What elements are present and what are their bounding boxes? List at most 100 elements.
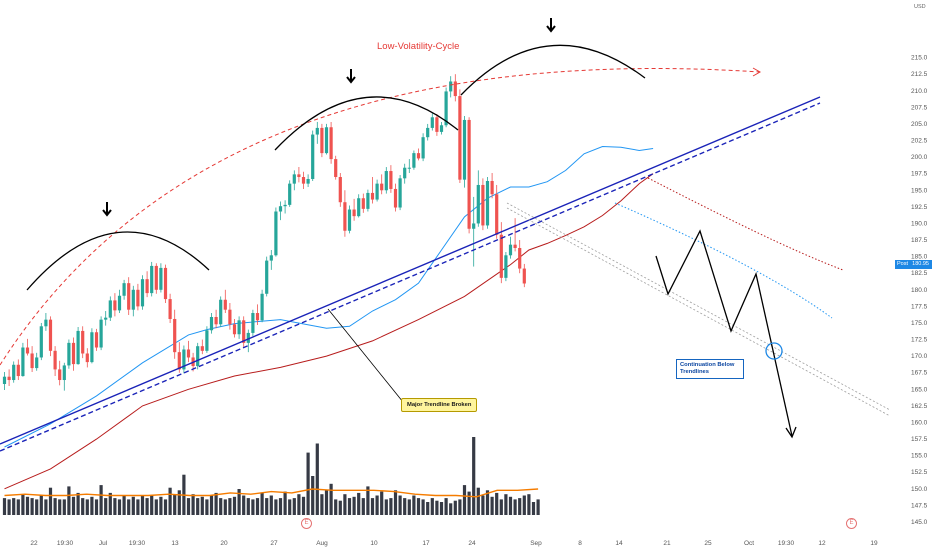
- x-tick-label: 13: [171, 540, 179, 547]
- projected-price-path: [655, 229, 793, 437]
- candle-body: [127, 283, 131, 310]
- volume-bar: [58, 499, 62, 515]
- volume-bar: [186, 498, 191, 515]
- candle-body: [39, 326, 43, 358]
- candle-body: [449, 81, 453, 92]
- candle-body: [518, 247, 522, 269]
- candle-body: [182, 349, 186, 370]
- volume-bar: [508, 496, 513, 515]
- candle-body: [495, 194, 499, 235]
- volume-bar: [513, 499, 517, 515]
- x-tick-label: 19: [870, 540, 878, 547]
- volume-bar: [338, 500, 342, 515]
- x-tick-label: 10: [370, 540, 378, 547]
- candle-body: [177, 352, 181, 370]
- volume-bar: [150, 495, 154, 515]
- candle-body: [99, 319, 103, 348]
- y-tick-label: 177.5: [911, 303, 928, 310]
- candle-body: [232, 324, 237, 335]
- candle-body: [168, 299, 172, 319]
- volume-bar: [2, 498, 7, 515]
- volume-bar: [297, 494, 301, 515]
- candle-body: [251, 313, 255, 333]
- candle-body: [462, 119, 467, 180]
- candle-body: [122, 283, 126, 296]
- fast-ma-projection: [614, 202, 833, 319]
- y-tick-label: 170.0: [911, 353, 928, 360]
- volume-bar: [99, 485, 103, 515]
- candle-body: [260, 293, 264, 321]
- candle-body: [35, 357, 39, 369]
- earnings-event-icon[interactable]: E: [846, 518, 857, 529]
- candle-body: [274, 211, 278, 256]
- volume-bar: [62, 499, 66, 515]
- candle-body: [416, 153, 421, 159]
- y-tick-label: 215.0: [911, 55, 928, 62]
- volume-bar: [25, 496, 30, 515]
- volume-bar: [154, 499, 158, 515]
- y-tick-label: 195.0: [911, 187, 928, 194]
- y-tick-label: 185.0: [911, 254, 928, 261]
- volume-bar: [518, 498, 522, 515]
- candle-body: [292, 174, 296, 184]
- volume-bar: [71, 496, 76, 515]
- currency-label: USD: [914, 4, 926, 10]
- volume-bar: [435, 500, 439, 515]
- candle-body: [485, 180, 490, 226]
- volume-bar: [352, 496, 356, 515]
- volume-bar: [214, 492, 218, 515]
- volume-bar: [122, 495, 126, 515]
- earnings-event-icon[interactable]: E: [301, 518, 312, 529]
- volume-bar: [311, 476, 315, 515]
- volume-bar: [7, 499, 11, 515]
- candle-body: [513, 244, 517, 248]
- y-tick-label: 205.0: [911, 121, 928, 128]
- candle-body: [48, 319, 53, 351]
- volume-bar: [35, 499, 39, 515]
- x-tick-label: 24: [468, 540, 476, 547]
- peak-down-arrow: [546, 25, 556, 33]
- slow-ma-projection: [647, 177, 844, 271]
- volume-bar: [334, 499, 338, 515]
- volume-bar: [306, 452, 310, 515]
- candle-body: [384, 171, 388, 191]
- volume-bar: [16, 499, 20, 515]
- peak-arc: [274, 96, 459, 151]
- candle-body: [458, 96, 462, 180]
- candle-body: [269, 255, 273, 261]
- candle-body: [25, 347, 30, 354]
- volume-bar: [444, 498, 448, 515]
- volume-bar: [173, 494, 177, 515]
- x-tick-label: Oct: [744, 540, 754, 547]
- breakdown-circle: [765, 342, 783, 360]
- candle-body: [94, 332, 99, 348]
- x-tick-label: Jul: [99, 540, 108, 547]
- candle-body: [334, 159, 338, 178]
- volume-bar: [251, 499, 255, 515]
- y-tick-label: 190.0: [911, 220, 928, 227]
- volume-bar: [527, 494, 531, 515]
- y-tick-label: 167.5: [911, 370, 928, 377]
- volume-bar: [219, 498, 223, 515]
- candle-body: [393, 188, 398, 208]
- candle-body: [53, 350, 57, 370]
- candle-body: [104, 317, 108, 320]
- candle-body: [214, 316, 218, 325]
- y-tick-label: 182.5: [911, 270, 928, 277]
- x-tick-label: 20: [220, 540, 228, 547]
- x-tick-label: 8: [578, 540, 582, 547]
- volume-bar: [531, 502, 536, 515]
- x-tick-label: 19:30: [129, 540, 146, 547]
- volume-bar: [269, 495, 273, 515]
- volume-bar: [140, 495, 145, 515]
- y-tick-label: 210.0: [911, 88, 928, 95]
- volume-bar: [380, 491, 384, 515]
- candle-body: [81, 330, 85, 354]
- volume-bar: [347, 498, 352, 515]
- candle-body: [67, 342, 71, 366]
- candle-body: [444, 91, 448, 126]
- x-tick-label: 19:30: [57, 540, 74, 547]
- volume-bar: [485, 490, 490, 515]
- candle-body: [108, 300, 112, 318]
